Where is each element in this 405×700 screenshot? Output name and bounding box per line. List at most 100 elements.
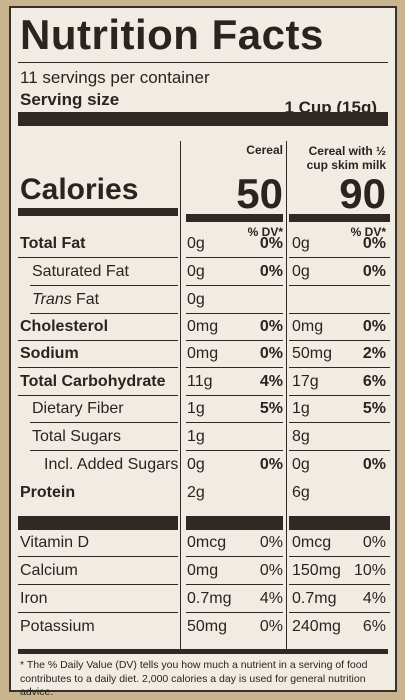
daily-value: 0% bbox=[259, 318, 283, 335]
rule bbox=[18, 62, 388, 63]
amount: 240mg bbox=[292, 618, 341, 635]
rule bbox=[289, 285, 390, 286]
daily-value: 0% bbox=[259, 345, 283, 362]
bar bbox=[18, 649, 388, 654]
thick-bar bbox=[18, 516, 178, 530]
rule bbox=[186, 257, 283, 258]
amount: 8g bbox=[292, 428, 310, 445]
rule bbox=[186, 450, 283, 451]
rule bbox=[289, 367, 390, 368]
row-name: Iron bbox=[20, 590, 48, 607]
rule bbox=[186, 612, 283, 613]
rule bbox=[186, 395, 283, 396]
amount: 0mg bbox=[292, 318, 324, 335]
row-name: Dietary Fiber bbox=[32, 400, 124, 417]
row-name: Fat bbox=[76, 291, 100, 308]
nutrition-label: Nutrition Facts 11 servings per containe… bbox=[9, 6, 397, 698]
rule bbox=[289, 584, 390, 585]
bar bbox=[186, 214, 283, 222]
rule bbox=[289, 422, 390, 423]
rule bbox=[18, 612, 178, 613]
rule bbox=[289, 313, 390, 314]
rule bbox=[30, 313, 178, 314]
daily-value: 10% bbox=[353, 562, 386, 579]
daily-value: 0% bbox=[362, 456, 386, 473]
daily-value: 0% bbox=[259, 235, 283, 252]
daily-value: 2% bbox=[362, 345, 386, 362]
bar bbox=[18, 208, 178, 216]
daily-value: 0% bbox=[362, 318, 386, 335]
rule bbox=[186, 340, 283, 341]
title: Nutrition Facts bbox=[20, 11, 324, 58]
row-name: Protein bbox=[20, 484, 76, 501]
column-divider bbox=[286, 141, 287, 651]
rule bbox=[18, 340, 178, 341]
calories-label: Calories bbox=[20, 173, 139, 206]
thick-bar bbox=[289, 516, 390, 530]
rule bbox=[30, 285, 178, 286]
rule bbox=[18, 257, 178, 258]
column-header: Cereal bbox=[246, 143, 283, 157]
daily-value: 4% bbox=[259, 590, 283, 607]
rule bbox=[186, 313, 283, 314]
amount: 0.7mg bbox=[292, 590, 337, 607]
row-name: Saturated Fat bbox=[32, 263, 129, 280]
rule bbox=[289, 340, 390, 341]
row-name: Potassium bbox=[20, 618, 95, 635]
row-name: Calcium bbox=[20, 562, 78, 579]
daily-value: 0% bbox=[259, 562, 283, 579]
rule bbox=[30, 422, 178, 423]
daily-value: 6% bbox=[362, 373, 386, 390]
amount: 1g bbox=[187, 400, 205, 417]
amount: 50mg bbox=[187, 618, 228, 635]
bar bbox=[289, 214, 390, 222]
rule bbox=[18, 367, 178, 368]
row-name: Trans bbox=[32, 291, 72, 308]
amount: 0mg bbox=[187, 318, 219, 335]
amount: 0mcg bbox=[292, 534, 332, 551]
amount: 6g bbox=[292, 484, 310, 501]
daily-value: 4% bbox=[362, 590, 386, 607]
daily-value: 0% bbox=[259, 618, 283, 635]
rule bbox=[30, 450, 178, 451]
row-name: Sodium bbox=[20, 345, 79, 362]
dv-header: % DV* bbox=[350, 225, 386, 239]
amount: 17g bbox=[292, 373, 319, 390]
row-name: Incl. Added Sugars bbox=[44, 456, 179, 473]
row-name: Total Fat bbox=[20, 235, 86, 252]
thick-bar bbox=[186, 516, 283, 530]
amount: 0mg bbox=[187, 345, 219, 362]
amount: 0mg bbox=[187, 562, 219, 579]
rule bbox=[18, 556, 178, 557]
amount: 0g bbox=[187, 263, 205, 280]
daily-value: 4% bbox=[259, 373, 283, 390]
daily-value: 0% bbox=[259, 263, 283, 280]
amount: 0g bbox=[292, 456, 310, 473]
amount: 0g bbox=[292, 263, 310, 280]
column-divider bbox=[180, 141, 181, 651]
row-name: Cholesterol bbox=[20, 318, 109, 335]
thick-bar bbox=[18, 112, 388, 126]
rule bbox=[289, 395, 390, 396]
amount: 150mg bbox=[292, 562, 341, 579]
amount: 0g bbox=[187, 235, 205, 252]
serving-size-value: 1 Cup (15g) bbox=[284, 98, 377, 117]
rule bbox=[289, 257, 390, 258]
daily-value: 0% bbox=[259, 534, 283, 551]
rule bbox=[186, 285, 283, 286]
amount: 50mg bbox=[292, 345, 333, 362]
amount: 0g bbox=[292, 235, 310, 252]
rule bbox=[186, 422, 283, 423]
rule bbox=[186, 584, 283, 585]
rule bbox=[289, 612, 390, 613]
row-name: Vitamin D bbox=[20, 534, 90, 551]
amount: 0mcg bbox=[187, 534, 227, 551]
amount: 1g bbox=[187, 428, 205, 445]
amount: 0g bbox=[187, 291, 205, 308]
daily-value: 0% bbox=[259, 456, 283, 473]
row-name: Total Carbohydrate bbox=[20, 373, 166, 390]
footnote: * The % Daily Value (DV) tells you how m… bbox=[20, 659, 368, 699]
rule bbox=[289, 450, 390, 451]
calories-value: 90 bbox=[339, 170, 386, 217]
